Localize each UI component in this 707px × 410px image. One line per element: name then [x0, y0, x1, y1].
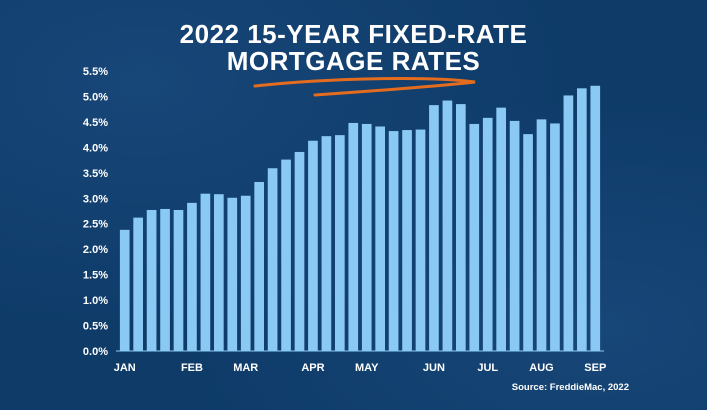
source-note: Source: FreddieMac, 2022 — [511, 382, 629, 393]
y-tick-label: 2.0% — [83, 244, 108, 256]
bar — [388, 131, 399, 351]
bar — [200, 193, 211, 351]
x-tick-label: FEB — [181, 362, 203, 374]
x-tick-label: SEP — [584, 362, 606, 374]
y-tick-label: 1.5% — [83, 270, 108, 282]
bar — [348, 122, 359, 352]
bar — [523, 134, 533, 351]
y-tick-label: 3.5% — [83, 168, 108, 180]
x-tick-label: JAN — [114, 362, 136, 374]
bar — [146, 209, 157, 351]
bar — [375, 126, 386, 352]
bar — [455, 104, 466, 351]
bar — [119, 229, 130, 351]
y-tick-label: 4.0% — [83, 142, 108, 154]
bar — [496, 107, 507, 352]
y-tick-label: 3.0% — [83, 193, 108, 205]
bar — [294, 151, 305, 351]
bar — [133, 217, 144, 351]
bar — [308, 140, 318, 351]
bar — [173, 209, 184, 351]
bar — [361, 123, 372, 351]
bar — [227, 197, 238, 351]
bar — [254, 181, 265, 351]
bar — [267, 168, 278, 351]
y-tick-label: 5.5% — [83, 66, 108, 78]
bar — [563, 95, 574, 351]
bar — [402, 130, 412, 351]
bar — [469, 123, 480, 351]
bar — [576, 88, 587, 351]
bar — [240, 195, 251, 351]
bar — [213, 194, 224, 351]
y-tick-label: 0.0% — [83, 346, 108, 358]
bar — [160, 208, 170, 351]
bar — [550, 123, 560, 351]
x-axis: JAN FEB MAR APR MAY JUN JUL AUG SEP — [114, 350, 606, 374]
bar — [429, 105, 439, 351]
bar — [281, 159, 291, 351]
title-underline-swoosh — [253, 77, 476, 97]
x-tick-label: JUN — [423, 362, 445, 374]
bar — [442, 100, 453, 351]
bar — [536, 119, 547, 351]
bar — [187, 202, 197, 351]
bar — [334, 135, 345, 351]
bar — [482, 117, 493, 351]
y-tick-label: 1.0% — [83, 295, 108, 307]
bar — [415, 129, 426, 351]
bar — [321, 136, 332, 351]
y-tick-label: 0.5% — [83, 321, 108, 333]
chart-title-line-1: 2022 15-YEAR FIXED-RATE — [179, 19, 528, 49]
y-axis: 0.0% 0.5% 1.0% 1.5% 2.0% 2.5% 3.0% 3.5% 4.0% 4.5%… — [83, 66, 108, 358]
x-tick-label: AUG — [529, 362, 553, 374]
y-tick-label: 4.5% — [83, 117, 108, 129]
x-tick-label: MAY — [355, 362, 379, 374]
x-tick-label: MAR — [233, 362, 258, 374]
x-tick-label: APR — [301, 362, 324, 374]
bar — [509, 120, 520, 351]
y-tick-label: 2.5% — [83, 219, 108, 231]
bars — [119, 85, 601, 352]
bar — [590, 85, 601, 351]
y-tick-label: 5.0% — [83, 91, 108, 103]
x-tick-label: JUL — [477, 362, 498, 374]
chart-title-line-2: MORTGAGE RATES — [226, 46, 481, 76]
